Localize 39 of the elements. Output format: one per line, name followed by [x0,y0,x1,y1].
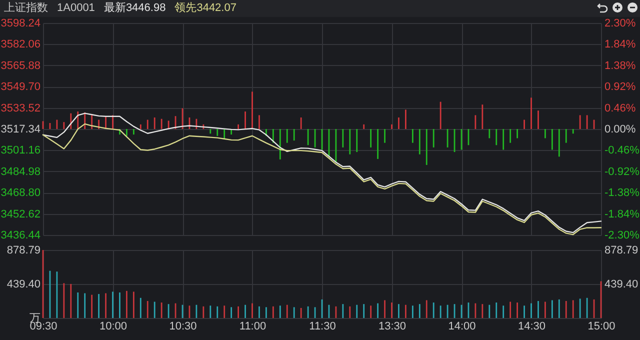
chart-subtitle: 1A0001 [57,2,95,14]
y-tick-label: 3484.98 [0,166,40,178]
text: 领先3442.07 [174,2,236,14]
y2-tick-label: 1.84% [604,38,636,51]
y-tick-label: 3501.16 [0,144,40,157]
y-tick-label: 3598.24 [0,18,40,30]
x-tick-label: 11:00 [239,320,266,332]
y2-tick-label: 0.00% [604,124,636,136]
y-tick-label: 3452.62 [0,208,40,220]
x-tick-label: 14:00 [448,320,476,332]
y2-tick-label: 0.46% [604,102,636,114]
y-tick-label: 439.40 [6,278,40,290]
y2-tick-label: -2.30% [604,230,640,242]
y-tick-label: 878.79 [6,244,40,256]
y2-tick-label: 2.30% [604,18,636,30]
y2-tick-label: 1.38% [604,60,636,72]
x-tick-label: 10:30 [169,320,197,332]
x-tick-label: 14:30 [518,320,546,332]
y2-tick-label: -1.38% [604,187,640,200]
y-tick-label: 3517.34 [0,124,40,136]
x-tick-label: 13:30 [378,320,406,332]
y-tick-label: 3436.44 [0,230,40,242]
x-tick-label: 11:30 [309,320,336,332]
x-tick-label: 15:00 [588,320,616,332]
y2-tick-label: -0.46% [604,144,640,157]
y-tick-label: 3582.06 [0,38,40,51]
x-tick-label: 10:00 [99,320,128,332]
y-tick-label: 3549.70 [0,81,40,94]
y2-tick-label: -1.84% [604,208,640,220]
y2-tick-label: -0.92% [604,166,640,178]
y-tick-label: 3468.80 [0,187,40,200]
x-tick-label: 09:30 [30,320,58,332]
chart-title: 上证指数 [4,2,48,14]
y2-tick-label: 0.92% [604,81,636,94]
y-tick-label: 3533.52 [0,102,40,114]
y2-tick-label: 439.40 [604,278,638,290]
y2-tick-label: 878.79 [604,244,638,256]
y-tick-label: 3565.88 [0,60,40,72]
text: 最新3446.98 [104,2,166,14]
